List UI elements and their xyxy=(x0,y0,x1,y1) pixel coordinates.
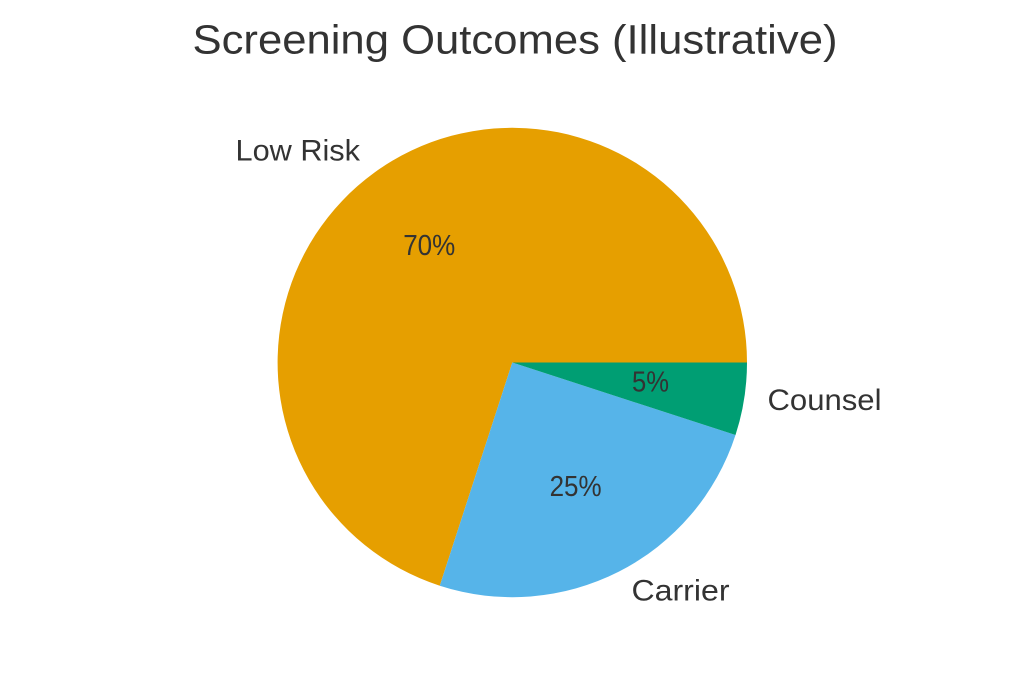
svg-text:Counsel: Counsel xyxy=(768,384,882,417)
svg-text:Screening Outcomes (Illustrati: Screening Outcomes (Illustrative) xyxy=(193,17,838,63)
svg-text:5%: 5% xyxy=(632,367,669,399)
svg-text:70%: 70% xyxy=(403,230,455,262)
svg-text:Low Risk: Low Risk xyxy=(236,135,361,168)
svg-text:Carrier: Carrier xyxy=(632,575,730,608)
svg-text:25%: 25% xyxy=(550,471,602,503)
